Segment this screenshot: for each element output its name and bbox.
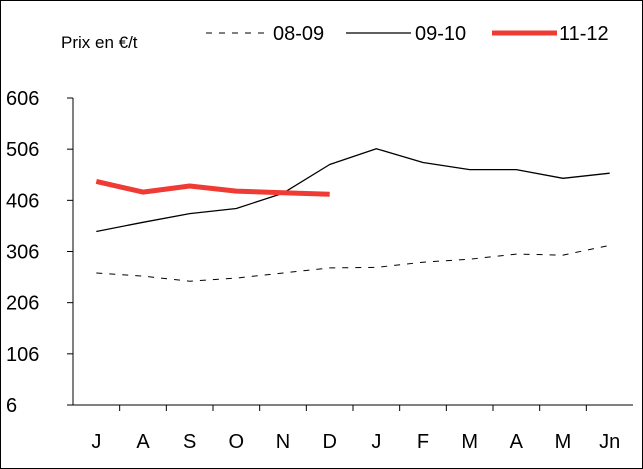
x-tick-label: Jn — [599, 431, 620, 453]
y-tick-label: 206 — [6, 293, 39, 315]
y-tick-label: 106 — [6, 344, 39, 366]
y-tick-label: 606 — [6, 88, 39, 110]
x-tick-label: S — [183, 431, 196, 453]
legend-label-08-09: 08-09 — [273, 23, 324, 45]
x-tick-label: A — [510, 431, 524, 453]
x-tick-label: M — [555, 431, 572, 453]
y-tick-label: 6 — [6, 395, 17, 417]
x-tick-label: F — [417, 431, 429, 453]
series-line-08-09 — [96, 244, 610, 282]
legend-label-11-12: 11-12 — [559, 23, 609, 45]
series-line-11-12 — [95, 178, 330, 197]
x-tick-label: M — [461, 431, 478, 453]
x-tick-label: O — [229, 431, 245, 453]
x-tick-label: A — [136, 431, 150, 453]
y-axis-unit-label: Prix en €/t — [61, 33, 138, 52]
x-tick-label: D — [322, 431, 336, 453]
x-tick-label: N — [276, 431, 290, 453]
legend-label-09-10: 09-10 — [415, 23, 466, 45]
series-line-09-10 — [96, 148, 610, 233]
y-tick-label: 506 — [6, 139, 39, 161]
y-tick-label: 406 — [6, 190, 39, 212]
y-tick-label: 306 — [6, 242, 39, 264]
x-tick-label: J — [371, 431, 381, 453]
x-tick-label: J — [91, 431, 101, 453]
